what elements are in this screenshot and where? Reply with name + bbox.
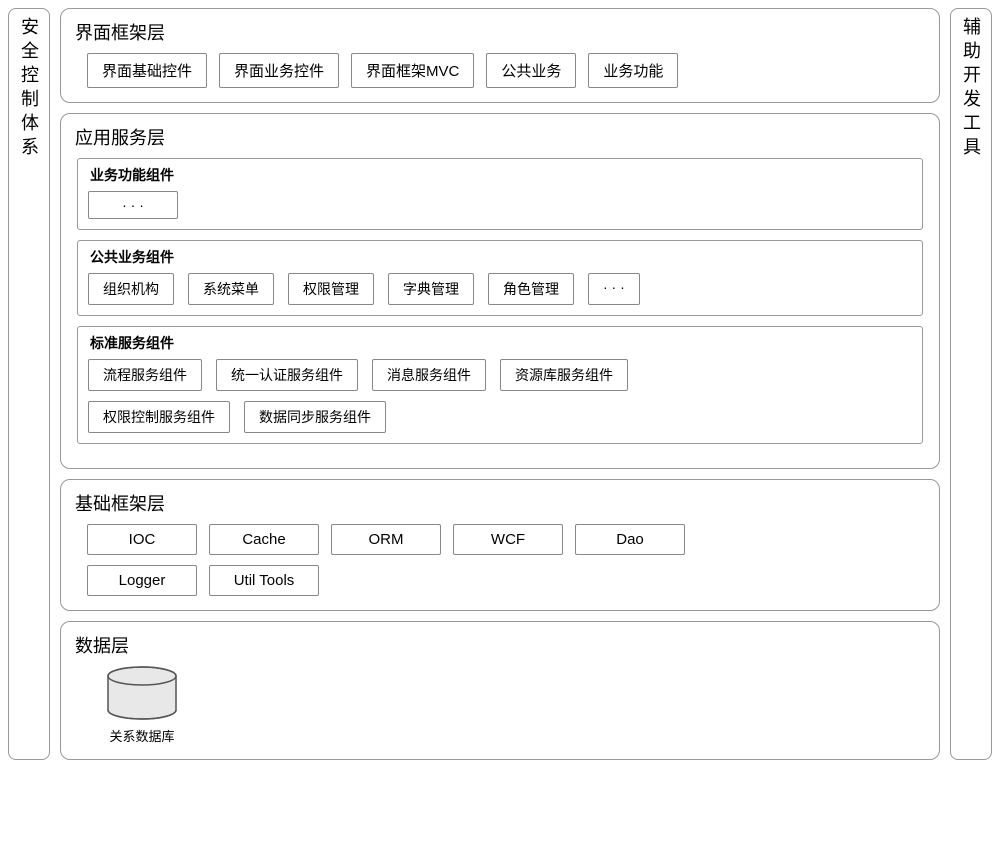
group-standard: 标准服务组件 流程服务组件 统一认证服务组件 消息服务组件 资源库服务组件 权限… [77,326,923,444]
database-label: 关系数据库 [109,726,174,745]
layer-data-title: 数据层 [75,632,927,658]
standard-item: 资源库服务组件 [500,359,628,391]
layer-ui: 界面框架层 界面基础控件 界面业务控件 界面框架MVC 公共业务 业务功能 [60,8,940,103]
architecture-diagram: 安全控制体系 界面框架层 界面基础控件 界面业务控件 界面框架MVC 公共业务 … [8,8,992,760]
ui-item: 界面框架MVC [351,53,474,88]
left-side-label: 安全控制体系 [16,17,42,161]
right-side-label: 辅助开发工具 [958,17,984,161]
group-biz-items: · · · [88,191,912,219]
group-common-title: 公共业务组件 [90,247,912,267]
base-item: Dao [575,524,685,555]
standard-item: 流程服务组件 [88,359,202,391]
ui-item: 界面基础控件 [87,53,207,88]
group-biz: 业务功能组件 · · · [77,158,923,230]
layer-service-title: 应用服务层 [75,124,927,150]
layer-base-row1: IOC Cache ORM WCF Dao [73,524,927,555]
group-common: 公共业务组件 组织机构 系统菜单 权限管理 字典管理 角色管理 · · · [77,240,923,316]
layer-service: 应用服务层 业务功能组件 · · · 公共业务组件 组织机构 系统菜单 权限管理… [60,113,940,469]
base-item: Logger [87,565,197,596]
layer-base: 基础框架层 IOC Cache ORM WCF Dao Logger Util … [60,479,940,611]
group-standard-row1: 流程服务组件 统一认证服务组件 消息服务组件 资源库服务组件 [88,359,912,391]
base-item: Cache [209,524,319,555]
standard-item: 消息服务组件 [372,359,486,391]
group-standard-row2: 权限控制服务组件 数据同步服务组件 [88,401,912,433]
ui-item: 业务功能 [588,53,678,88]
standard-item: 数据同步服务组件 [244,401,386,433]
common-item: 系统菜单 [188,273,274,305]
group-common-items: 组织机构 系统菜单 权限管理 字典管理 角色管理 · · · [88,273,912,305]
common-item: 组织机构 [88,273,174,305]
common-item: 权限管理 [288,273,374,305]
common-item: 角色管理 [488,273,574,305]
base-item: ORM [331,524,441,555]
layer-ui-items: 界面基础控件 界面业务控件 界面框架MVC 公共业务 业务功能 [73,53,927,88]
base-item: IOC [87,524,197,555]
standard-item: 统一认证服务组件 [216,359,358,391]
layer-base-row2: Logger Util Tools [73,565,927,596]
standard-item: 权限控制服务组件 [88,401,230,433]
database-symbol: 关系数据库 [103,666,181,745]
base-item: Util Tools [209,565,319,596]
common-item-ellipsis: · · · [588,273,640,305]
database-icon [103,666,181,722]
ui-item: 界面业务控件 [219,53,339,88]
group-biz-title: 业务功能组件 [90,165,912,185]
left-side-column: 安全控制体系 [8,8,50,760]
common-item: 字典管理 [388,273,474,305]
ui-item: 公共业务 [486,53,576,88]
layer-data: 数据层 关系数据库 [60,621,940,760]
base-item: WCF [453,524,563,555]
right-side-column: 辅助开发工具 [950,8,992,760]
layer-base-title: 基础框架层 [75,490,927,516]
center-layers: 界面框架层 界面基础控件 界面业务控件 界面框架MVC 公共业务 业务功能 应用… [60,8,940,760]
biz-item-ellipsis: · · · [88,191,178,219]
layer-ui-title: 界面框架层 [75,19,927,45]
group-standard-title: 标准服务组件 [90,333,912,353]
